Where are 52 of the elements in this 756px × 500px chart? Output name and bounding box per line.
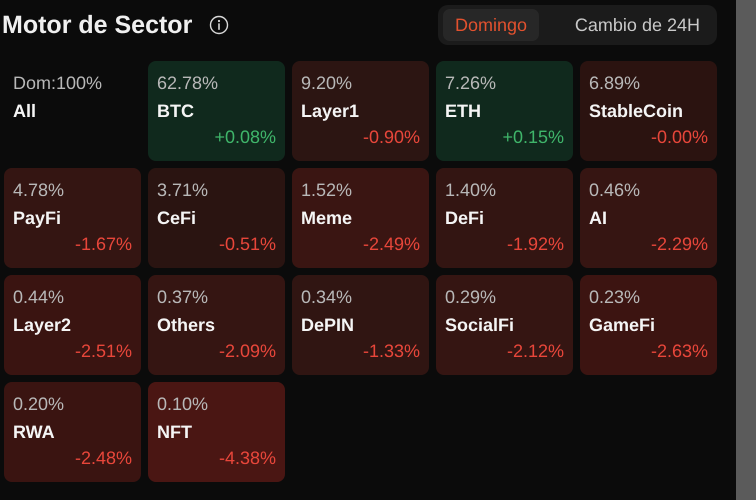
- data-label: -1.33%: [362, 341, 420, 361]
- category-label: StableCoin: [589, 101, 684, 121]
- data-label: -0.51%: [218, 234, 276, 254]
- data-label: 0.29%: [445, 287, 496, 307]
- data-label: -2.12%: [506, 341, 564, 361]
- category-label: SocialFi: [445, 315, 514, 335]
- data-label: 0.23%: [589, 287, 640, 307]
- data-label: 3.71%: [157, 180, 208, 200]
- category-label: CeFi: [157, 208, 196, 228]
- tab-switch: Domingo Cambio de 24H: [438, 5, 717, 45]
- data-label: -2.09%: [218, 341, 276, 361]
- data-label: +0.15%: [502, 127, 564, 147]
- category-label: NFT: [157, 422, 192, 442]
- data-label: 0.44%: [13, 287, 64, 307]
- data-label: 62.78%: [157, 73, 218, 93]
- data-label: -1.67%: [74, 234, 132, 254]
- category-label: AI: [589, 208, 607, 228]
- category-label: BTC: [157, 101, 194, 121]
- category-label: ETH: [445, 101, 481, 121]
- data-label: Dom:100%: [13, 73, 102, 93]
- data-label: 0.34%: [301, 287, 352, 307]
- category-label: Layer2: [13, 315, 72, 335]
- data-label: 0.10%: [157, 394, 208, 414]
- data-label: 0.20%: [13, 394, 64, 414]
- category-label: All: [13, 101, 36, 121]
- data-label: 0.46%: [589, 180, 640, 200]
- data-label: -2.29%: [650, 234, 708, 254]
- data-label: 7.26%: [445, 73, 496, 93]
- data-label: -2.51%: [74, 341, 132, 361]
- data-label: +0.08%: [214, 127, 276, 147]
- data-label: 4.78%: [13, 180, 64, 200]
- data-label: -2.63%: [650, 341, 708, 361]
- data-label: -4.38%: [218, 448, 276, 468]
- data-label: 9.20%: [301, 73, 352, 93]
- data-label: 6.89%: [589, 73, 640, 93]
- data-label: -1.92%: [506, 234, 564, 254]
- category-label: PayFi: [13, 208, 62, 228]
- data-label: 1.52%: [301, 180, 352, 200]
- data-label: -0.00%: [650, 127, 708, 147]
- text: Motor de Sector: [2, 11, 193, 39]
- data-label: -2.49%: [362, 234, 420, 254]
- data-label: -2.48%: [74, 448, 132, 468]
- category-label: Meme: [301, 208, 352, 228]
- data-label: -0.90%: [362, 127, 420, 147]
- data-label: 0.37%: [157, 287, 208, 307]
- data-label: 1.40%: [445, 180, 496, 200]
- category-label: RWA: [13, 422, 55, 442]
- category-label: DePIN: [301, 315, 354, 335]
- category-label: GameFi: [589, 315, 656, 335]
- category-label: DeFi: [445, 208, 484, 228]
- category-label: Others: [157, 315, 216, 335]
- category-label: Layer1: [301, 101, 360, 121]
